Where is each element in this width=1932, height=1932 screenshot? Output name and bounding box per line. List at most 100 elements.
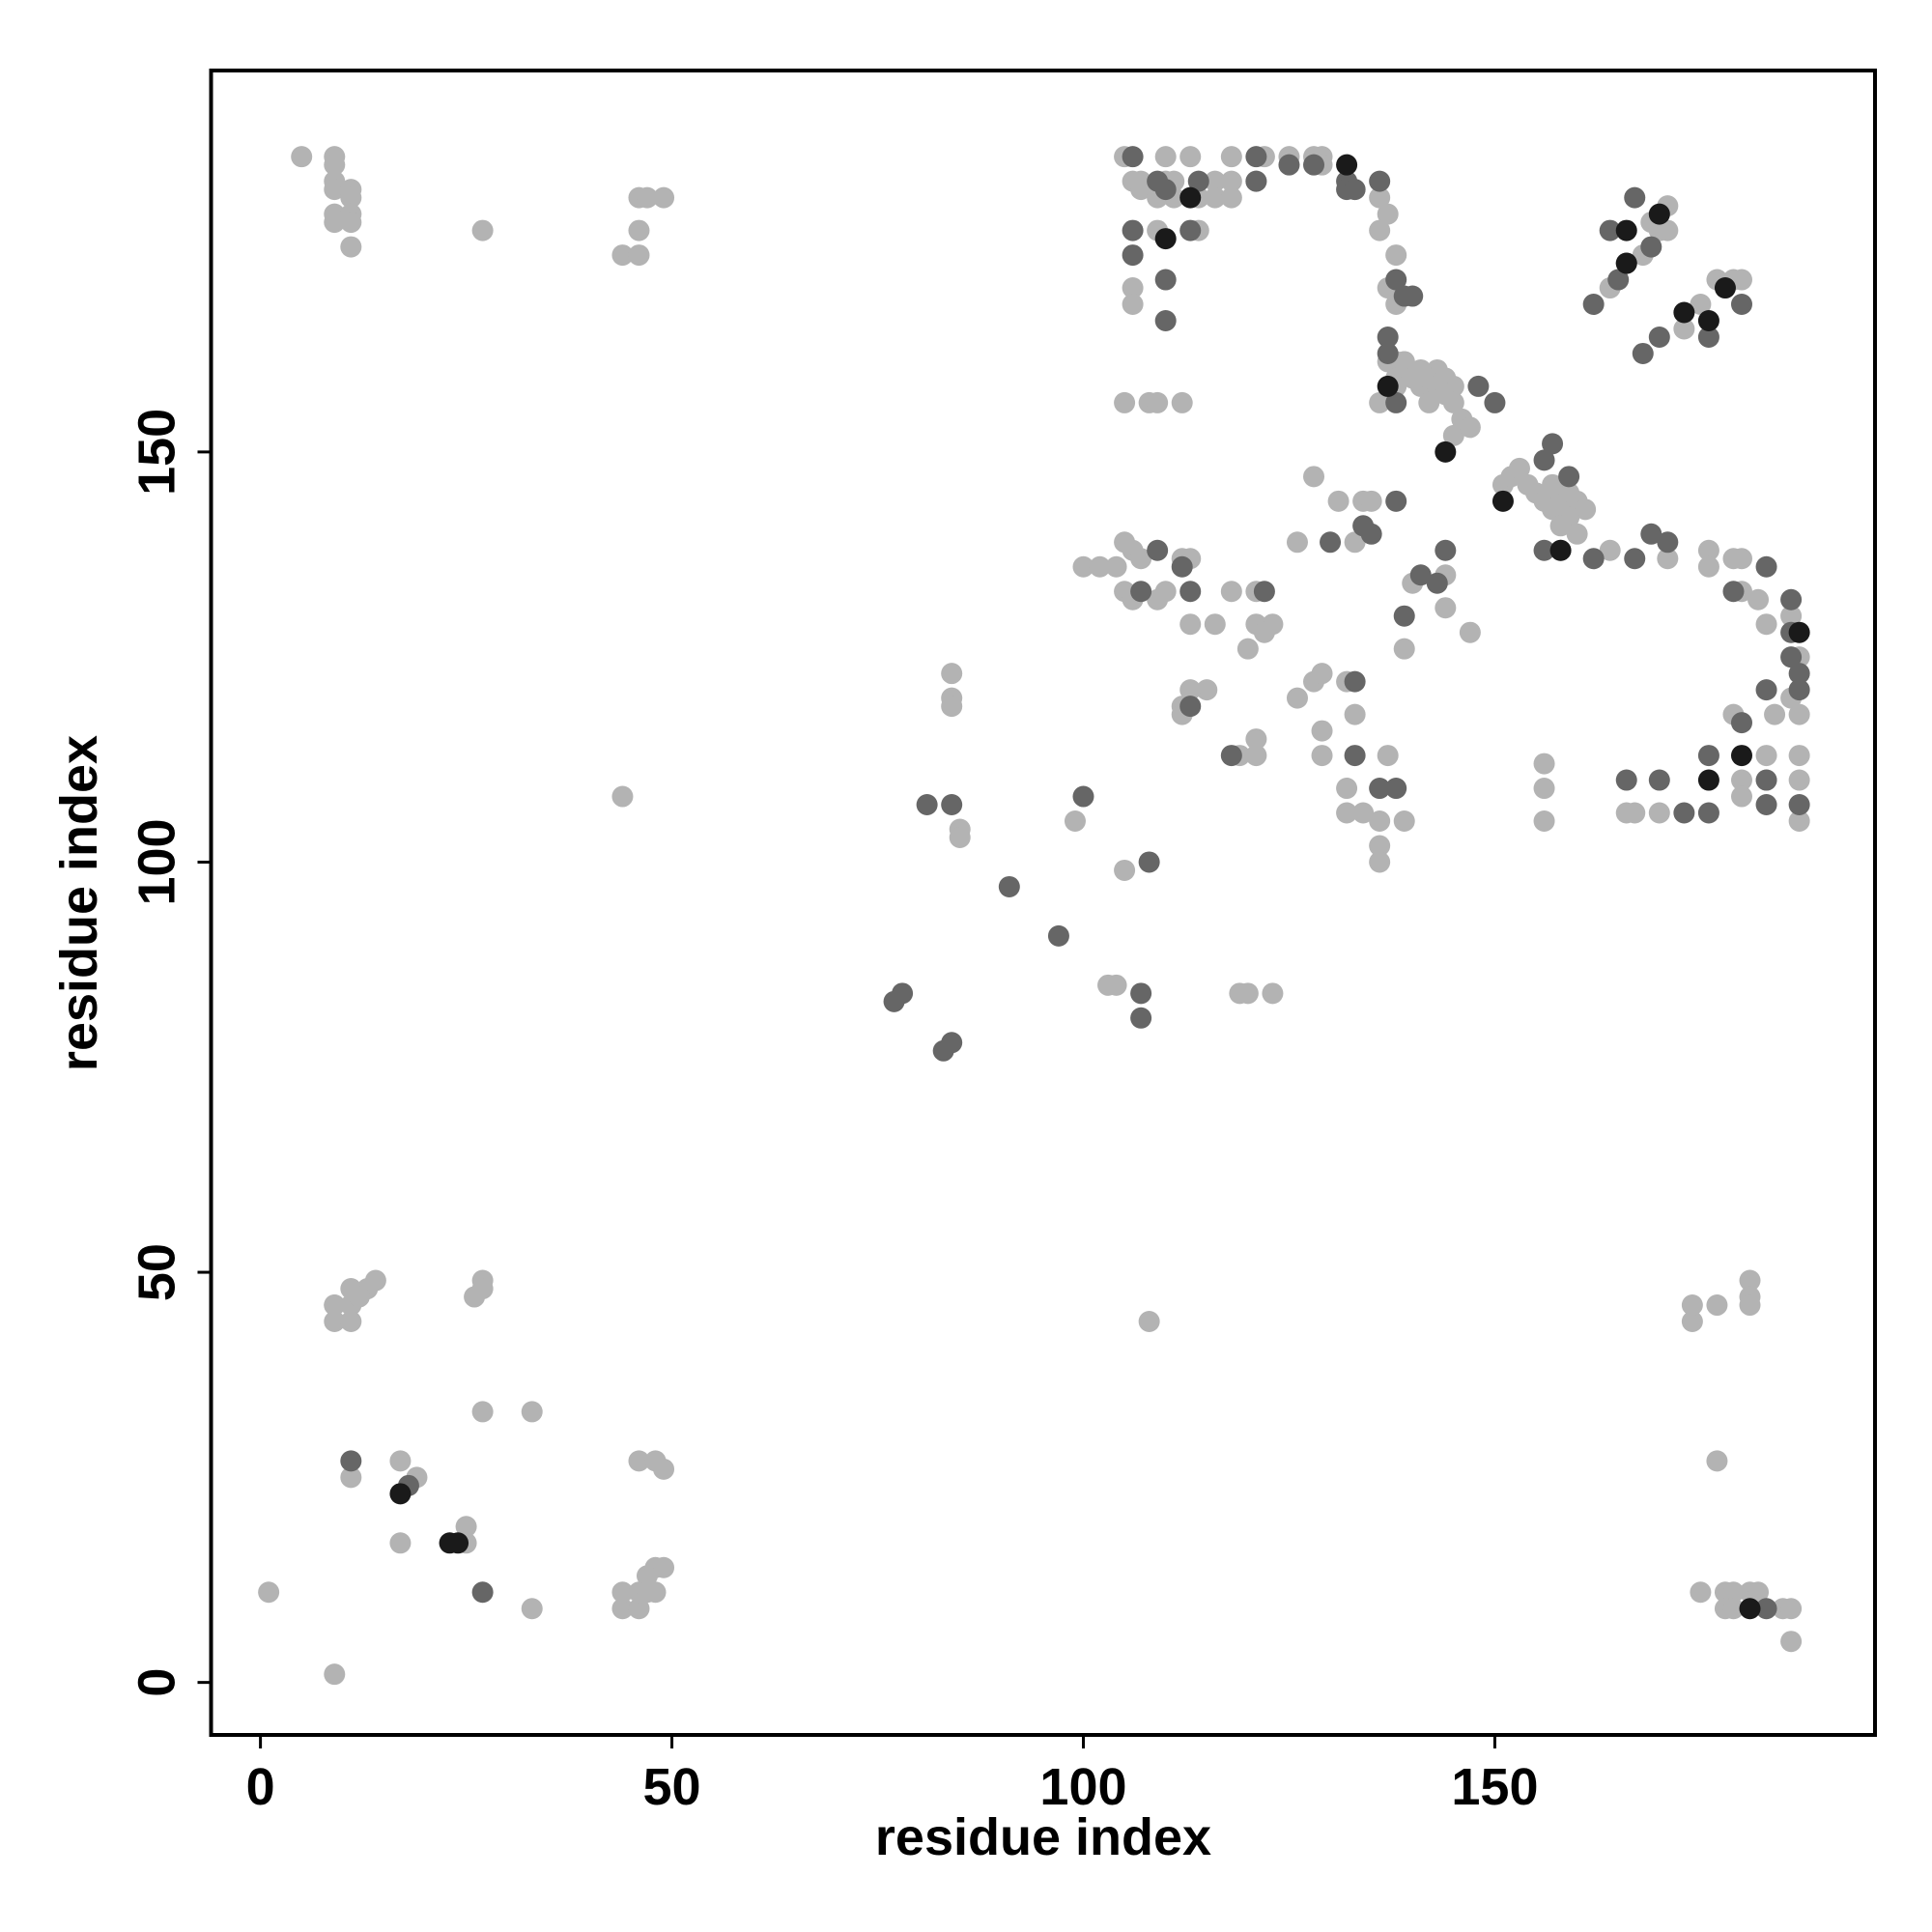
point <box>1130 548 1152 570</box>
point <box>1730 712 1752 734</box>
point <box>1459 621 1481 643</box>
point <box>1336 802 1358 824</box>
point <box>1196 679 1218 701</box>
point <box>941 696 963 718</box>
point <box>1327 490 1350 512</box>
point <box>291 146 313 168</box>
point <box>1657 548 1679 570</box>
point <box>1393 810 1415 833</box>
point <box>324 1663 346 1686</box>
point <box>364 1269 386 1292</box>
point <box>1311 720 1333 742</box>
point <box>1697 539 1719 561</box>
y-tick-label: 150 <box>128 409 186 496</box>
point <box>1542 433 1564 455</box>
point <box>1130 581 1152 603</box>
point <box>1253 581 1275 603</box>
point <box>1542 473 1564 496</box>
point <box>1147 391 1169 413</box>
point <box>1459 416 1481 439</box>
point <box>1171 391 1193 413</box>
point <box>1385 391 1407 413</box>
point <box>1788 769 1810 791</box>
point <box>1385 778 1407 800</box>
point <box>1122 244 1144 267</box>
point <box>1245 170 1267 192</box>
point <box>1072 785 1094 808</box>
point <box>1377 342 1399 364</box>
point <box>1369 170 1391 192</box>
point <box>1730 269 1752 291</box>
point <box>1640 523 1662 545</box>
point <box>1706 1294 1728 1317</box>
point <box>1764 703 1786 725</box>
point <box>1780 605 1803 627</box>
point <box>611 1581 634 1604</box>
point <box>1147 539 1169 561</box>
point <box>1780 646 1803 668</box>
point <box>1344 670 1366 693</box>
point <box>1154 146 1177 168</box>
point <box>1657 219 1679 242</box>
point <box>1303 154 1325 176</box>
point <box>1245 146 1267 168</box>
point <box>1154 269 1177 291</box>
point <box>1393 351 1415 373</box>
point <box>1220 170 1242 192</box>
point <box>1755 769 1777 791</box>
point <box>1171 555 1193 578</box>
point <box>1179 186 1202 209</box>
point <box>1640 236 1662 258</box>
point <box>1122 146 1144 168</box>
point <box>1780 588 1803 611</box>
point <box>1220 745 1242 767</box>
point <box>1344 531 1366 554</box>
point <box>1673 301 1695 324</box>
point <box>324 1294 346 1317</box>
point <box>1122 294 1144 316</box>
point <box>1582 294 1605 316</box>
point <box>1755 794 1777 816</box>
point <box>1648 769 1670 791</box>
point <box>1435 597 1457 619</box>
point <box>1179 219 1202 242</box>
x-tick-label: 100 <box>1039 1758 1126 1816</box>
point <box>1492 490 1514 512</box>
point <box>1187 170 1209 192</box>
point <box>1385 244 1407 267</box>
point <box>1780 1598 1803 1620</box>
plot-frame <box>209 69 1877 1737</box>
point <box>1122 277 1144 299</box>
point <box>1706 1450 1728 1472</box>
point <box>1105 555 1127 578</box>
point <box>1747 588 1770 611</box>
point <box>916 794 938 816</box>
point <box>1755 679 1777 701</box>
point <box>628 1450 650 1472</box>
point <box>1138 851 1160 873</box>
point <box>1344 179 1366 201</box>
point <box>1484 391 1506 413</box>
point <box>1154 179 1177 201</box>
point <box>471 1401 494 1423</box>
point <box>1582 548 1605 570</box>
point <box>1533 810 1555 833</box>
point <box>1262 982 1284 1005</box>
point <box>1722 1598 1745 1620</box>
point <box>1236 982 1259 1005</box>
point <box>1533 449 1555 471</box>
point <box>1418 391 1440 413</box>
point <box>1690 1581 1712 1604</box>
point <box>1130 179 1152 201</box>
x-tick-label: 0 <box>246 1758 275 1816</box>
point <box>455 1516 477 1538</box>
point <box>949 826 971 848</box>
point <box>941 1032 963 1054</box>
point <box>1697 769 1719 791</box>
point <box>1122 219 1144 242</box>
point <box>1722 1581 1745 1604</box>
point <box>1788 663 1810 685</box>
point <box>1615 252 1637 274</box>
point <box>1105 974 1127 996</box>
point <box>1648 802 1670 824</box>
